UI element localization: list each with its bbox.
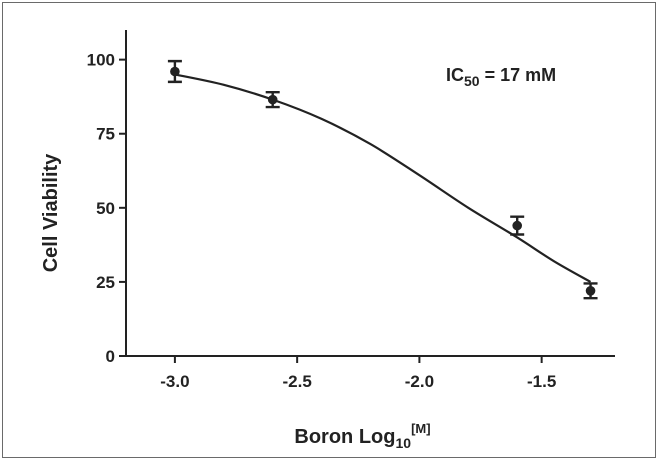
ic50-annotation-main: IC (446, 65, 464, 85)
ic50-annotation-sub: 50 (464, 73, 480, 89)
point-marker (512, 220, 522, 231)
data-points (167, 59, 598, 300)
y-tick-label: 25 (96, 273, 115, 292)
y-tick-label: 75 (96, 125, 115, 144)
y-axis-ticks: 0 25 50 75 100 (87, 51, 126, 366)
y-tick-label: 50 (96, 199, 115, 218)
x-axis-title-sub: 10 (395, 435, 411, 451)
point-marker (585, 286, 596, 296)
y-tick-label: 0 (106, 347, 115, 366)
x-tick-label: -3.0 (160, 372, 189, 391)
chart-canvas: 0 25 50 75 100 -3.0 -2.5 -2.0 -1.5 Cell Viabili… (40, 30, 615, 451)
data-point (583, 282, 598, 300)
point-marker (170, 66, 180, 77)
chart-frame: 0 25 50 75 100 -3.0 -2.5 -2.0 -1.5 Cell Viabili… (2, 2, 656, 458)
data-point (510, 215, 525, 236)
x-axis-title-sup: [M] (411, 421, 431, 436)
y-axis-title: Cell Viability (40, 153, 62, 272)
ic50-annotation-rest: = 17 mM (480, 65, 557, 85)
point-marker (267, 94, 278, 105)
data-point (265, 91, 280, 109)
ic50-annotation: IC50 = 17 mM (446, 65, 556, 89)
x-tick-label: -2.0 (405, 372, 434, 391)
x-axis-title-main: Boron Log (294, 426, 395, 448)
y-tick-label: 100 (87, 51, 115, 70)
data-point (167, 59, 182, 84)
x-axis-ticks: -3.0 -2.5 -2.0 -1.5 (160, 356, 556, 391)
x-tick-label: -2.5 (283, 372, 312, 391)
x-axis-title: Boron Log10[M] (294, 421, 430, 451)
x-tick-label: -1.5 (527, 372, 556, 391)
fit-curve (174, 73, 592, 283)
